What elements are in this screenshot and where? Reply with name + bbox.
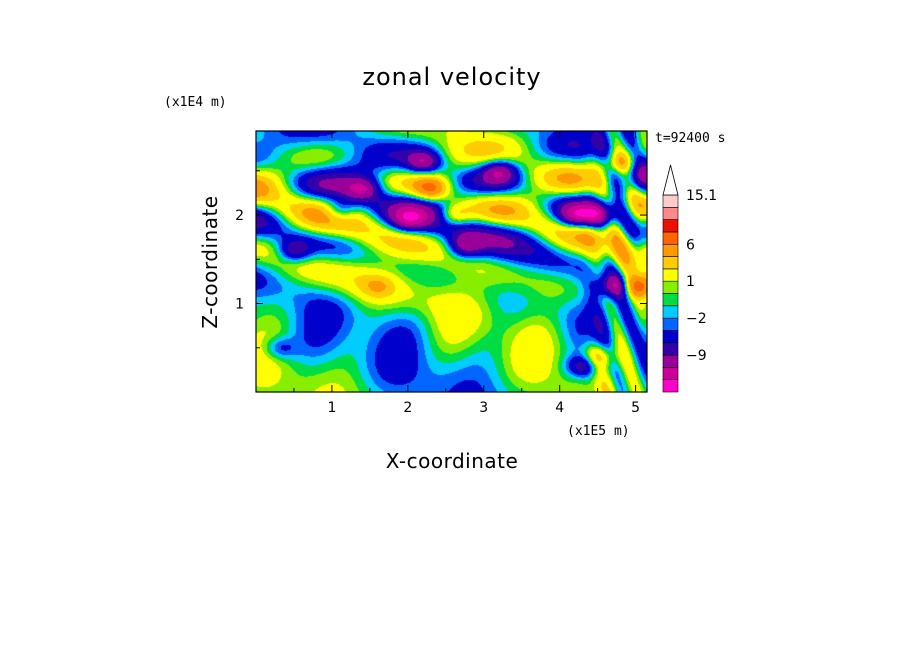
colorbar-label: 15.1 xyxy=(686,188,717,204)
colorbar-swatch xyxy=(662,243,679,257)
time-label: t=92400 s xyxy=(655,131,725,146)
x-tick-label: 3 xyxy=(479,400,488,416)
x-scale-label: (x1E5 m) xyxy=(567,424,630,439)
y-scale-label: (x1E4 m) xyxy=(164,95,227,110)
x-tick-label: 1 xyxy=(327,400,336,416)
plot-frame xyxy=(255,130,648,393)
colorbar-swatch xyxy=(662,194,679,208)
plot-area xyxy=(255,130,648,393)
colorbar-swatch xyxy=(662,317,679,331)
colorbar-swatch xyxy=(662,231,679,245)
colorbar-label: 6 xyxy=(686,237,695,253)
x-tick-label: 2 xyxy=(403,400,412,416)
colorbar-swatch xyxy=(662,268,679,282)
y-axis-label: Z-coordinate xyxy=(198,195,222,328)
colorbar-swatch xyxy=(662,207,679,220)
x-axis-ticks: 1 2 3 4 5 xyxy=(293,131,640,416)
colorbar-swatch xyxy=(662,305,679,319)
colorbar-swatch xyxy=(662,367,679,380)
colorbar-swatch xyxy=(662,354,679,368)
colorbar-label: −2 xyxy=(686,311,707,327)
y-axis-ticks: 12 xyxy=(235,170,647,349)
colorbar-swatch xyxy=(662,379,679,393)
colorbar-swatch xyxy=(662,256,679,270)
velocity-field-heatmap xyxy=(256,131,647,392)
colorbar-extend-triangle xyxy=(662,164,679,196)
x-tick-label: 4 xyxy=(555,400,564,416)
colorbar-swatch xyxy=(662,293,679,307)
colorbar-label: −9 xyxy=(686,348,707,364)
x-axis-label: X-coordinate xyxy=(386,449,519,473)
colorbar-swatch xyxy=(662,342,679,356)
colorbar-swatch xyxy=(662,330,679,344)
colorbar: 15.1 6 1 −2 −9 xyxy=(662,164,717,393)
y-tick-label: 2 xyxy=(235,208,244,224)
chart-title: zonal velocity xyxy=(362,63,541,91)
colorbar-label: 1 xyxy=(686,274,695,290)
y-tick-label: 1 xyxy=(235,297,244,313)
colorbar-swatch xyxy=(662,219,679,233)
colorbar-swatch xyxy=(662,280,679,294)
x-tick-label: 5 xyxy=(631,400,640,416)
